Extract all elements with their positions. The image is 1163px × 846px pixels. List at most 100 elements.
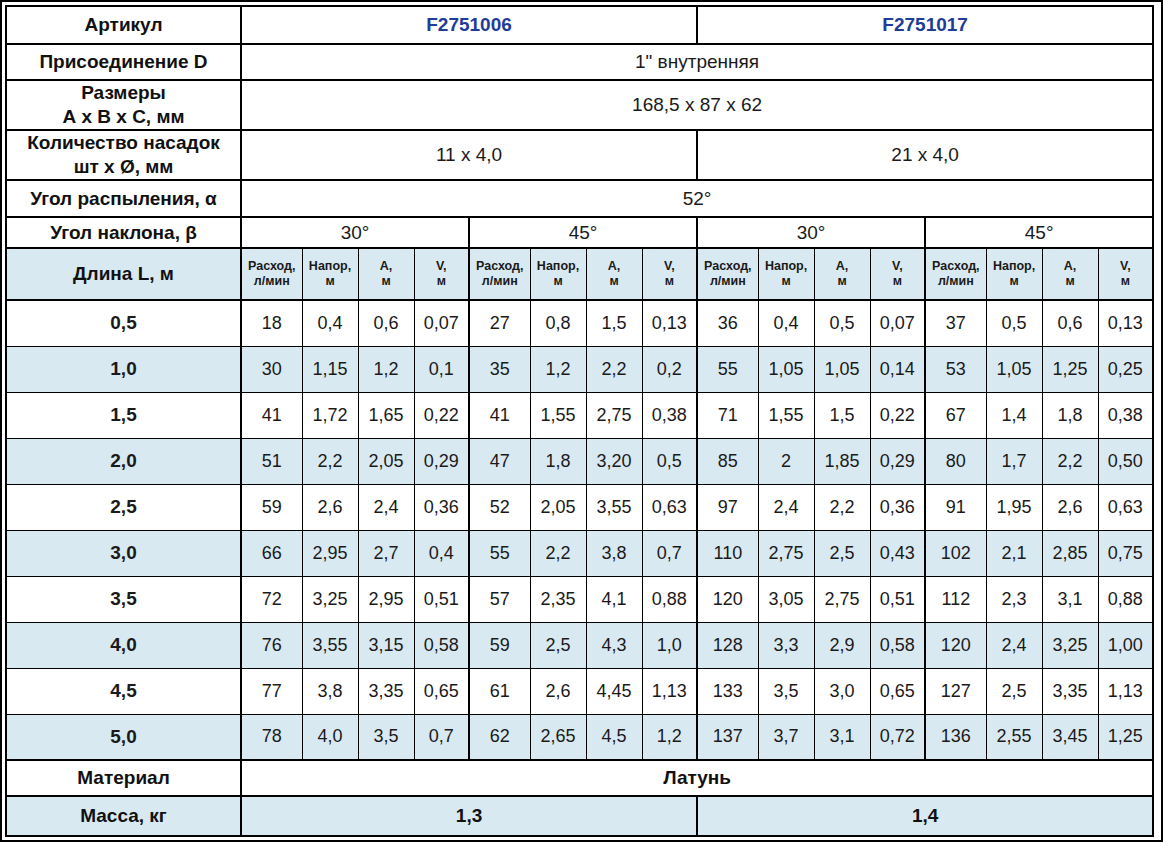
data-cell: 0,65 — [414, 668, 469, 714]
table-row: 5,0784,03,50,7622,654,51,21373,73,10,721… — [6, 714, 1153, 760]
data-cell: 1,0 — [642, 622, 697, 668]
data-cell: 0,36 — [414, 484, 469, 530]
data-cell: 2,6 — [302, 484, 358, 530]
table-row: 2,5592,62,40,36522,053,550,63972,42,20,3… — [6, 484, 1153, 530]
data-cell: 2,75 — [814, 576, 870, 622]
row-length-label: 1,5 — [6, 392, 241, 438]
data-cell: 85 — [697, 438, 758, 484]
column-header-head: Напор,м — [530, 248, 586, 300]
data-cell: 2,4 — [758, 484, 814, 530]
data-cell: 0,13 — [642, 300, 697, 346]
data-cell: 1,72 — [302, 392, 358, 438]
column-header-flow: Расход,л/мин — [469, 248, 530, 300]
table-row: 1,0301,151,20,1351,22,20,2551,051,050,14… — [6, 346, 1153, 392]
data-cell: 3,5 — [358, 714, 414, 760]
row-length-label: 5,0 — [6, 714, 241, 760]
column-header-v: V,м — [414, 248, 469, 300]
data-cell: 102 — [925, 530, 986, 576]
nozzle-spec-table: Артикул F2751006 F2751017 Присоединение … — [5, 5, 1154, 837]
dimensions-label-line2: А х В х С, мм — [9, 105, 238, 129]
data-cell: 18 — [241, 300, 302, 346]
dimensions-value: 168,5 х 87 х 62 — [241, 80, 1153, 130]
data-cell: 1,85 — [814, 438, 870, 484]
data-cell: 0,38 — [642, 392, 697, 438]
row-length-label: 2,0 — [6, 438, 241, 484]
nozzles-label-line1: Количество насадок — [9, 131, 238, 155]
data-cell: 47 — [469, 438, 530, 484]
data-cell: 3,25 — [1042, 622, 1098, 668]
data-cell: 1,95 — [986, 484, 1042, 530]
data-cell: 1,25 — [1098, 714, 1153, 760]
data-cell: 67 — [925, 392, 986, 438]
nozzles-value-2: 21 х 4,0 — [697, 130, 1153, 180]
data-cell: 91 — [925, 484, 986, 530]
article-value-2: F2751017 — [697, 6, 1153, 44]
data-cell: 2,75 — [758, 530, 814, 576]
material-row: Материал Латунь — [6, 760, 1153, 796]
data-cell: 0,13 — [1098, 300, 1153, 346]
data-cell: 72 — [241, 576, 302, 622]
data-cell: 2,5 — [530, 622, 586, 668]
data-cell: 0,63 — [1098, 484, 1153, 530]
mass-label: Масса, кг — [6, 796, 241, 836]
data-cell: 41 — [241, 392, 302, 438]
data-cell: 3,5 — [758, 668, 814, 714]
data-cell: 0,4 — [302, 300, 358, 346]
article-row: Артикул F2751006 F2751017 — [6, 6, 1153, 44]
data-cell: 3,3 — [758, 622, 814, 668]
data-cell: 1,8 — [1042, 392, 1098, 438]
data-cell: 4,1 — [586, 576, 642, 622]
data-cell: 3,55 — [302, 622, 358, 668]
data-cell: 55 — [469, 530, 530, 576]
tilt-angle-value-3: 30° — [697, 217, 925, 248]
data-cell: 2,95 — [302, 530, 358, 576]
data-cell: 0,88 — [1098, 576, 1153, 622]
row-length-label: 3,5 — [6, 576, 241, 622]
column-header-head: Напор,м — [302, 248, 358, 300]
column-header-head: Напор,м — [986, 248, 1042, 300]
data-cell: 1,55 — [758, 392, 814, 438]
data-cell: 0,63 — [642, 484, 697, 530]
data-cell: 2,05 — [358, 438, 414, 484]
spray-angle-label: Угол распыления, α — [6, 180, 241, 217]
data-cell: 51 — [241, 438, 302, 484]
column-header-flow: Расход,л/мин — [925, 248, 986, 300]
data-cell: 2,75 — [586, 392, 642, 438]
data-cell: 77 — [241, 668, 302, 714]
data-cell: 1,65 — [358, 392, 414, 438]
data-cell: 3,25 — [302, 576, 358, 622]
data-cell: 3,7 — [758, 714, 814, 760]
row-length-label: 2,5 — [6, 484, 241, 530]
data-cell: 53 — [925, 346, 986, 392]
data-cell: 0,65 — [870, 668, 925, 714]
data-cell: 0,25 — [1098, 346, 1153, 392]
table-row: 3,0662,952,70,4552,23,80,71102,752,50,43… — [6, 530, 1153, 576]
data-cell: 57 — [469, 576, 530, 622]
data-cell: 0,1 — [414, 346, 469, 392]
data-cell: 2,2 — [586, 346, 642, 392]
data-cell: 3,8 — [586, 530, 642, 576]
data-cell: 1,2 — [358, 346, 414, 392]
tilt-angle-value-2: 45° — [469, 217, 697, 248]
data-cell: 0,22 — [870, 392, 925, 438]
column-header-row: Длина L, м Расход,л/минНапор,мА,мV,мРасх… — [6, 248, 1153, 300]
connection-label: Присоединение D — [6, 44, 241, 80]
data-cell: 4,0 — [302, 714, 358, 760]
data-cell: 2,2 — [1042, 438, 1098, 484]
data-cell: 55 — [697, 346, 758, 392]
data-cell: 4,45 — [586, 668, 642, 714]
data-cell: 0,38 — [1098, 392, 1153, 438]
row-length-label: 0,5 — [6, 300, 241, 346]
tilt-angle-row: Угол наклона, β 30° 45° 30° 45° — [6, 217, 1153, 248]
data-cell: 0,7 — [642, 530, 697, 576]
data-cell: 0,2 — [642, 346, 697, 392]
column-header-v: V,м — [642, 248, 697, 300]
data-cell: 0,4 — [758, 300, 814, 346]
data-cell: 0,07 — [414, 300, 469, 346]
nozzles-row: Количество насадок шт х Ø, мм 11 х 4,0 2… — [6, 130, 1153, 180]
column-header-a: А,м — [586, 248, 642, 300]
data-cell: 80 — [925, 438, 986, 484]
data-cell: 0,58 — [414, 622, 469, 668]
connection-value: 1" внутренняя — [241, 44, 1153, 80]
column-header-v: V,м — [1098, 248, 1153, 300]
